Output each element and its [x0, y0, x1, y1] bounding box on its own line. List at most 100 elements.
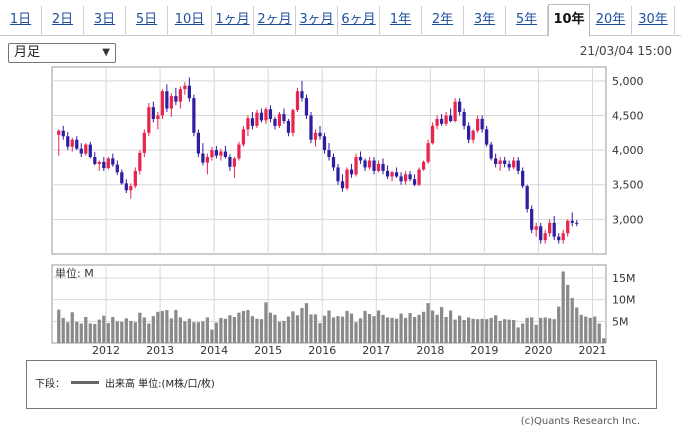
volume-bar	[75, 321, 79, 343]
volume-bar	[277, 321, 282, 343]
candle-body	[75, 139, 79, 149]
candle-body	[133, 170, 137, 187]
candle-body	[228, 157, 232, 167]
candle-body	[358, 157, 363, 161]
candle-body	[205, 157, 210, 163]
volume-bar	[399, 313, 403, 343]
candle-body	[331, 157, 336, 168]
volume-bar	[530, 317, 534, 343]
volume-bar	[602, 338, 606, 343]
volume-bar	[228, 315, 232, 343]
volume-bar	[106, 323, 110, 343]
volume-bar	[534, 324, 538, 343]
candle-body	[151, 107, 155, 119]
tab-6[interactable]: 2ヶ月	[254, 6, 296, 36]
tab-10[interactable]: 2年	[422, 6, 464, 36]
tab-9[interactable]: 1年	[380, 6, 422, 36]
candle-body	[174, 96, 178, 102]
candle-body	[566, 220, 570, 234]
volume-unit-label: 単位: M	[55, 266, 94, 280]
volume-bar	[372, 316, 376, 343]
candle-body	[295, 91, 300, 110]
tab-15[interactable]: 30年	[632, 6, 675, 36]
volume-bar	[79, 323, 83, 343]
candle-body	[268, 109, 273, 119]
tab-11[interactable]: 3年	[464, 6, 506, 36]
candle-body	[525, 186, 529, 209]
volume-bar	[115, 321, 119, 343]
tab-12[interactable]: 5年	[506, 6, 548, 36]
candle-body	[327, 150, 331, 158]
volume-bar	[444, 317, 448, 343]
tab-1[interactable]: 2日	[42, 6, 84, 36]
copyright: (c)Quants Research Inc.	[520, 416, 640, 427]
tab-3[interactable]: 5日	[126, 6, 168, 36]
volume-bar	[489, 317, 493, 343]
volume-bar	[88, 323, 92, 343]
volume-bar	[111, 317, 115, 343]
volume-bar	[219, 317, 223, 343]
volume-bar	[480, 318, 484, 343]
volume-bar	[138, 312, 142, 343]
candle-body	[462, 112, 466, 126]
volume-bar	[539, 317, 543, 343]
candle-body	[548, 222, 552, 234]
volume-bar	[498, 320, 502, 343]
candle-body	[255, 112, 259, 126]
tab-13[interactable]: 10年	[548, 4, 590, 37]
candle-body	[363, 160, 367, 168]
price-y-tick-label: 4,000	[612, 144, 644, 157]
candle-body	[512, 160, 516, 168]
tab-2[interactable]: 3日	[84, 6, 126, 36]
volume-bar	[394, 318, 399, 343]
volume-bar	[183, 321, 187, 343]
tab-4[interactable]: 10日	[168, 6, 212, 36]
volume-bar	[246, 310, 250, 343]
volume-bar	[421, 311, 426, 343]
candle-body	[539, 226, 543, 241]
x-tick-label: 2015	[254, 344, 282, 357]
candle-body	[561, 233, 565, 241]
volume-bar	[286, 316, 291, 343]
volume-bar	[453, 319, 457, 343]
volume-bar	[448, 310, 453, 343]
chevron-down-icon: ▼	[102, 47, 110, 58]
tab-0[interactable]: 1日	[0, 6, 42, 36]
candle-body	[439, 118, 444, 124]
tab-14[interactable]: 20年	[590, 6, 632, 36]
timestamp: 21/03/04 15:00	[579, 44, 672, 58]
candle-body	[232, 158, 237, 167]
candle-body	[498, 160, 502, 164]
volume-bar	[552, 319, 556, 343]
candle-body	[318, 132, 322, 137]
volume-bar	[548, 318, 552, 343]
price-y-tick-label: 3,000	[612, 213, 644, 226]
candle-body	[304, 98, 309, 116]
candle-body	[169, 96, 173, 109]
candle-body	[282, 114, 286, 122]
candle-body	[381, 163, 385, 171]
volume-bar	[133, 322, 137, 343]
volume-bar	[142, 317, 146, 343]
tab-7[interactable]: 3ヶ月	[296, 6, 338, 36]
volume-bar	[476, 319, 480, 343]
volume-bar	[210, 329, 214, 343]
candle-body	[196, 132, 201, 154]
candle-body	[97, 161, 101, 164]
candle-body	[354, 157, 358, 175]
tab-8[interactable]: 6ヶ月	[338, 6, 380, 36]
candle-body	[84, 144, 88, 154]
tab-5[interactable]: 1ヶ月	[212, 6, 254, 36]
period-tabs: 1日 2日 3日 5日 10日 1ヶ月 2ヶ月 3ヶ月 6ヶ月 1年 2年 3年 5年 10年 20年 30年	[0, 0, 681, 37]
candle-body	[480, 118, 484, 130]
candle-period-select[interactable]: 月足 ▼	[8, 43, 116, 63]
volume-bar	[147, 323, 151, 343]
volume-bar	[102, 315, 106, 343]
candle-body	[340, 181, 345, 189]
volume-bar	[223, 318, 228, 343]
volume-bar	[471, 318, 475, 343]
candle-body	[534, 226, 538, 230]
volume-y-tick-label: 15M	[612, 272, 636, 285]
candle-body	[444, 115, 448, 124]
candle-body	[408, 174, 412, 180]
